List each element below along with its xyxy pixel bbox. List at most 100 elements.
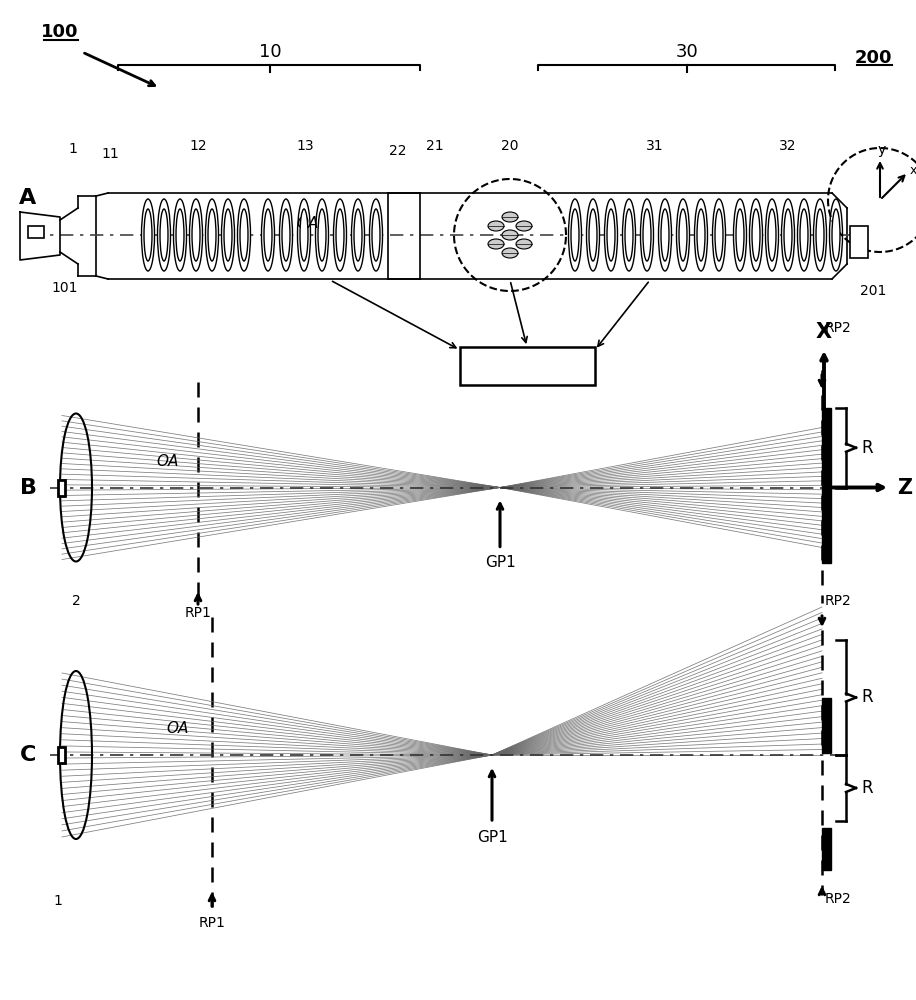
Ellipse shape xyxy=(625,209,633,261)
Text: 1: 1 xyxy=(69,142,78,156)
Ellipse shape xyxy=(502,248,518,258)
Ellipse shape xyxy=(192,209,200,261)
Text: 22: 22 xyxy=(389,144,407,158)
Ellipse shape xyxy=(502,230,518,240)
Ellipse shape xyxy=(282,209,290,261)
Text: 100: 100 xyxy=(41,23,79,41)
Ellipse shape xyxy=(798,199,811,271)
Ellipse shape xyxy=(623,199,636,271)
Ellipse shape xyxy=(677,199,690,271)
Ellipse shape xyxy=(734,199,747,271)
Ellipse shape xyxy=(816,209,824,261)
Text: RP1: RP1 xyxy=(199,916,225,930)
Text: 2: 2 xyxy=(71,594,81,608)
Ellipse shape xyxy=(768,209,776,261)
Text: 12: 12 xyxy=(190,139,207,153)
Bar xyxy=(58,747,65,763)
Text: y: y xyxy=(878,143,886,157)
Text: 20: 20 xyxy=(501,139,518,153)
Text: 31: 31 xyxy=(646,139,664,153)
Ellipse shape xyxy=(173,199,187,271)
Text: OA: OA xyxy=(297,216,319,231)
Text: X: X xyxy=(816,322,832,342)
Ellipse shape xyxy=(571,209,579,261)
Bar xyxy=(850,226,868,258)
Ellipse shape xyxy=(160,209,168,261)
Ellipse shape xyxy=(208,209,216,261)
Text: R: R xyxy=(861,439,873,457)
Text: C: C xyxy=(20,745,37,765)
Ellipse shape xyxy=(224,209,232,261)
Ellipse shape xyxy=(237,199,250,271)
Text: 200: 200 xyxy=(855,49,892,67)
Ellipse shape xyxy=(354,209,362,261)
Bar xyxy=(58,480,65,495)
Ellipse shape xyxy=(661,209,669,261)
Ellipse shape xyxy=(144,209,152,261)
Text: x: x xyxy=(910,163,916,176)
Ellipse shape xyxy=(694,199,707,271)
Text: 1: 1 xyxy=(53,894,62,908)
Text: RP2: RP2 xyxy=(825,594,852,608)
Ellipse shape xyxy=(589,209,597,261)
Ellipse shape xyxy=(640,199,653,271)
Ellipse shape xyxy=(752,209,760,261)
Text: Z: Z xyxy=(897,478,912,497)
Ellipse shape xyxy=(333,199,346,271)
Ellipse shape xyxy=(205,199,219,271)
Ellipse shape xyxy=(659,199,671,271)
Ellipse shape xyxy=(569,199,582,271)
Ellipse shape xyxy=(516,239,532,249)
Bar xyxy=(28,226,44,238)
Ellipse shape xyxy=(300,209,308,261)
Ellipse shape xyxy=(784,209,792,261)
Ellipse shape xyxy=(713,199,725,271)
Text: 50: 50 xyxy=(515,357,540,375)
Ellipse shape xyxy=(190,199,202,271)
Ellipse shape xyxy=(372,209,380,261)
Ellipse shape xyxy=(832,209,840,261)
Bar xyxy=(822,408,831,563)
Ellipse shape xyxy=(261,199,275,271)
Ellipse shape xyxy=(488,221,504,231)
Bar xyxy=(822,698,831,753)
Text: 101: 101 xyxy=(51,281,78,295)
Text: A: A xyxy=(19,188,37,208)
Ellipse shape xyxy=(766,199,779,271)
Ellipse shape xyxy=(605,199,617,271)
Ellipse shape xyxy=(369,199,383,271)
Text: 13: 13 xyxy=(296,139,314,153)
Ellipse shape xyxy=(749,199,762,271)
Ellipse shape xyxy=(800,209,808,261)
Ellipse shape xyxy=(502,212,518,222)
Ellipse shape xyxy=(679,209,687,261)
Polygon shape xyxy=(20,212,60,260)
Ellipse shape xyxy=(607,209,615,261)
Text: R: R xyxy=(861,688,873,706)
Ellipse shape xyxy=(264,209,272,261)
Text: 30: 30 xyxy=(676,43,698,61)
Ellipse shape xyxy=(315,199,329,271)
Bar xyxy=(460,347,595,385)
Ellipse shape xyxy=(586,199,599,271)
Bar xyxy=(822,828,831,870)
Ellipse shape xyxy=(643,209,651,261)
Text: 32: 32 xyxy=(780,139,797,153)
Ellipse shape xyxy=(830,199,843,271)
Ellipse shape xyxy=(813,199,826,271)
Text: GP1: GP1 xyxy=(476,830,507,844)
Ellipse shape xyxy=(736,209,744,261)
Text: RP1: RP1 xyxy=(184,606,212,620)
Text: 10: 10 xyxy=(258,43,281,61)
Ellipse shape xyxy=(516,221,532,231)
Ellipse shape xyxy=(336,209,344,261)
Text: 11: 11 xyxy=(101,147,119,161)
Ellipse shape xyxy=(279,199,292,271)
Text: OA: OA xyxy=(157,454,180,468)
Ellipse shape xyxy=(352,199,365,271)
Ellipse shape xyxy=(222,199,234,271)
Ellipse shape xyxy=(158,199,170,271)
Ellipse shape xyxy=(298,199,311,271)
Text: OA: OA xyxy=(167,721,190,736)
Ellipse shape xyxy=(715,209,723,261)
